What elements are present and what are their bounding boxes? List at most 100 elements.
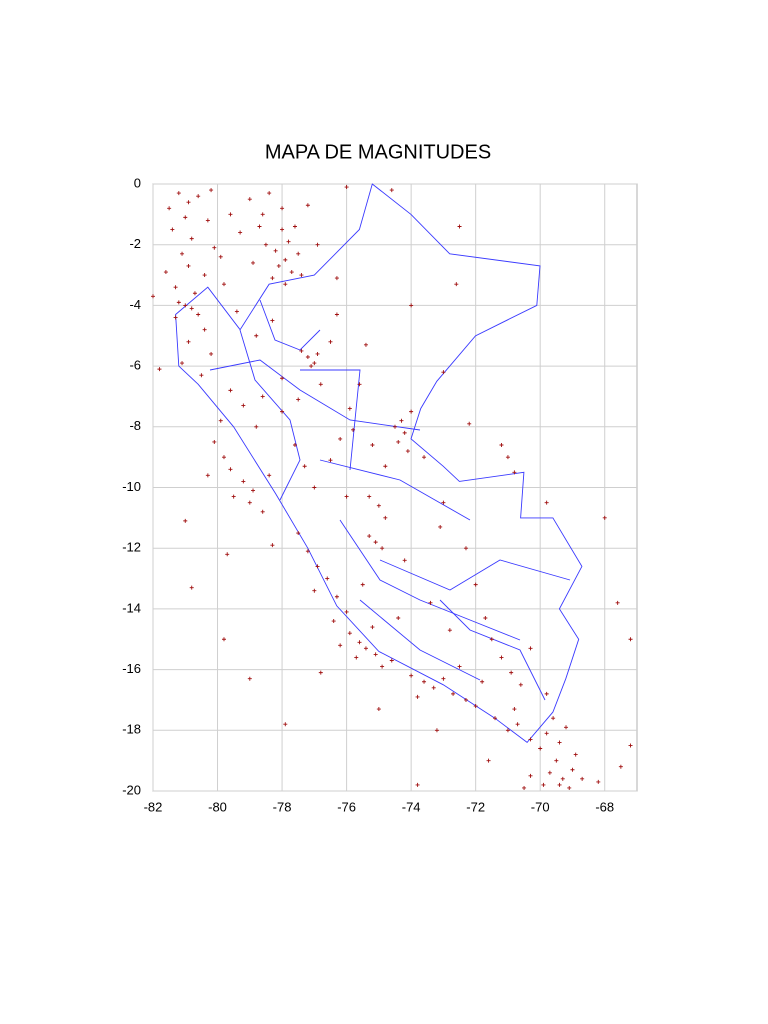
data-point (315, 242, 320, 247)
data-point (228, 388, 233, 393)
data-point (393, 424, 397, 429)
data-point (363, 342, 368, 347)
data-point (505, 728, 510, 733)
data-point (441, 676, 446, 681)
data-point (618, 764, 623, 769)
data-point (628, 637, 633, 642)
data-point (473, 704, 478, 709)
data-point (267, 191, 272, 196)
y-tick-label: -14 (122, 600, 141, 615)
data-point (422, 455, 427, 460)
data-point (254, 333, 259, 338)
data-point (251, 260, 256, 265)
data-point (434, 728, 439, 733)
data-point (228, 467, 233, 472)
data-point (409, 673, 414, 678)
data-point (260, 394, 265, 399)
data-point (357, 382, 362, 387)
data-point (399, 418, 404, 423)
region-border (239, 329, 301, 501)
data-point (451, 691, 456, 696)
data-point (296, 251, 301, 256)
x-tick-label: -70 (531, 799, 550, 814)
data-point (280, 206, 285, 211)
y-tick-label: -20 (122, 782, 141, 797)
data-point (344, 494, 349, 499)
data-point (334, 312, 339, 317)
data-point (373, 652, 378, 657)
y-tick-label: -6 (129, 358, 141, 373)
data-point (580, 776, 585, 781)
data-point (305, 354, 310, 359)
y-tick-label: -18 (122, 722, 141, 737)
data-point (263, 242, 268, 247)
data-point (357, 640, 362, 645)
data-point (499, 655, 504, 660)
data-point (315, 351, 320, 356)
tick-labels: 0 -2 -4 -6 -8 -10 -12 -14 -16 -18 -20-82 -80 -78 -76 -… (122, 175, 614, 814)
x-tick-label: -78 (273, 799, 292, 814)
data-point (196, 312, 201, 317)
region-border (259, 299, 321, 351)
data-point (554, 758, 559, 763)
data-point (196, 194, 201, 199)
data-point (338, 643, 343, 648)
data-point (422, 679, 427, 684)
y-tick-label: -12 (122, 540, 141, 555)
data-point (441, 500, 446, 505)
data-point (192, 291, 197, 296)
data-point (338, 436, 343, 441)
data-point (176, 191, 181, 196)
data-point (557, 782, 562, 787)
data-point (218, 418, 223, 423)
data-point (212, 439, 217, 444)
data-point (309, 364, 314, 369)
data-point (257, 224, 262, 229)
data-point (467, 421, 472, 426)
data-point (528, 646, 533, 651)
data-point (296, 531, 301, 536)
data-point (212, 245, 217, 250)
data-point (522, 785, 527, 790)
data-point (283, 722, 288, 727)
x-tick-label: -72 (466, 799, 485, 814)
data-point (383, 464, 388, 469)
data-point (376, 707, 381, 712)
data-point (151, 294, 155, 299)
data-point (234, 309, 239, 314)
data-point (318, 382, 323, 387)
data-point (351, 427, 356, 432)
data-point (560, 776, 565, 781)
data-point (299, 273, 304, 278)
region-border (359, 599, 481, 681)
data-point (183, 215, 188, 220)
y-tick-label: -16 (122, 661, 141, 676)
region-border (209, 359, 421, 431)
data-point (334, 276, 339, 281)
data-point (247, 676, 252, 681)
data-point (305, 549, 310, 554)
data-point (473, 582, 478, 587)
data-point (541, 782, 546, 787)
data-point (396, 439, 401, 444)
data-point (328, 458, 333, 463)
data-point (170, 227, 175, 232)
data-point (512, 470, 517, 475)
x-tick-label: -82 (144, 799, 163, 814)
data-point (267, 473, 272, 478)
data-point (209, 351, 214, 356)
data-point (373, 540, 378, 545)
data-point (183, 303, 188, 308)
data-point (547, 770, 552, 775)
data-point (228, 212, 233, 217)
data-point (493, 716, 498, 721)
data-point (389, 188, 394, 193)
data-point (367, 494, 372, 499)
data-point (173, 315, 178, 320)
data-point (447, 628, 452, 633)
data-point (296, 397, 301, 402)
data-point (383, 515, 388, 520)
data-point (299, 348, 304, 353)
data-point (260, 212, 265, 217)
data-point (499, 443, 504, 448)
